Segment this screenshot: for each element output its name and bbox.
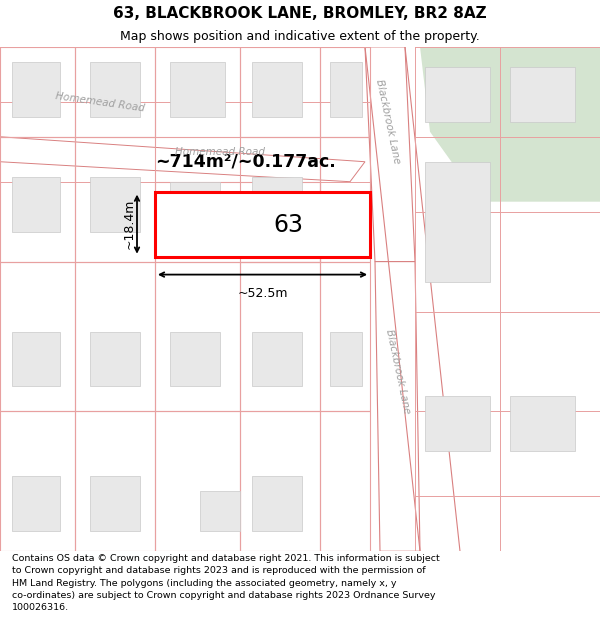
Bar	[320, 137, 370, 262]
Bar	[0, 262, 75, 411]
Bar	[75, 47, 155, 137]
Text: Blackbrook Lane: Blackbrook Lane	[384, 328, 412, 414]
Polygon shape	[365, 47, 415, 262]
Bar	[0, 137, 75, 262]
Bar	[510, 67, 575, 122]
Bar	[155, 47, 240, 137]
Text: ~714m²/~0.177ac.: ~714m²/~0.177ac.	[155, 152, 336, 171]
Bar	[170, 182, 220, 232]
Bar	[75, 137, 155, 262]
Bar	[240, 411, 320, 551]
Bar	[155, 182, 320, 262]
Bar	[155, 192, 370, 257]
Bar	[90, 62, 140, 117]
Bar	[425, 67, 490, 122]
Bar	[330, 331, 362, 386]
Bar	[12, 331, 60, 386]
Bar	[240, 262, 320, 411]
Bar	[200, 491, 240, 531]
Text: Homemead Road: Homemead Road	[55, 91, 146, 113]
Bar	[225, 204, 280, 249]
Bar	[252, 476, 302, 531]
Bar	[12, 177, 60, 232]
Polygon shape	[420, 47, 600, 202]
Text: ~52.5m: ~52.5m	[237, 287, 288, 299]
Bar	[0, 411, 75, 551]
Bar	[252, 62, 302, 117]
Bar	[75, 262, 155, 411]
Text: 63, BLACKBROOK LANE, BROMLEY, BR2 8AZ: 63, BLACKBROOK LANE, BROMLEY, BR2 8AZ	[113, 6, 487, 21]
Bar	[90, 177, 140, 232]
Bar	[12, 62, 60, 117]
Polygon shape	[0, 137, 365, 182]
Bar	[75, 411, 155, 551]
Bar	[160, 202, 215, 252]
Bar	[90, 476, 140, 531]
Bar	[425, 162, 490, 282]
Polygon shape	[375, 262, 420, 551]
Bar	[320, 47, 370, 137]
Text: Homemead Road: Homemead Road	[175, 147, 265, 157]
Bar	[240, 47, 320, 137]
Bar	[170, 331, 220, 386]
Bar	[240, 137, 320, 262]
Text: Contains OS data © Crown copyright and database right 2021. This information is : Contains OS data © Crown copyright and d…	[12, 554, 440, 612]
Bar	[330, 62, 362, 117]
Bar	[252, 177, 302, 232]
Text: Map shows position and indicative extent of the property.: Map shows position and indicative extent…	[120, 30, 480, 43]
Bar	[12, 476, 60, 531]
Bar	[170, 62, 225, 117]
Text: ~18.4m: ~18.4m	[122, 199, 136, 249]
Bar	[320, 262, 370, 411]
Bar	[252, 331, 302, 386]
Bar	[155, 411, 240, 551]
Bar	[0, 47, 75, 137]
Bar	[320, 411, 370, 551]
Bar	[510, 396, 575, 451]
Text: Blackbrook Lane: Blackbrook Lane	[374, 79, 402, 165]
Text: 63: 63	[274, 214, 304, 238]
Bar	[425, 396, 490, 451]
Bar	[155, 262, 240, 411]
Bar	[90, 331, 140, 386]
